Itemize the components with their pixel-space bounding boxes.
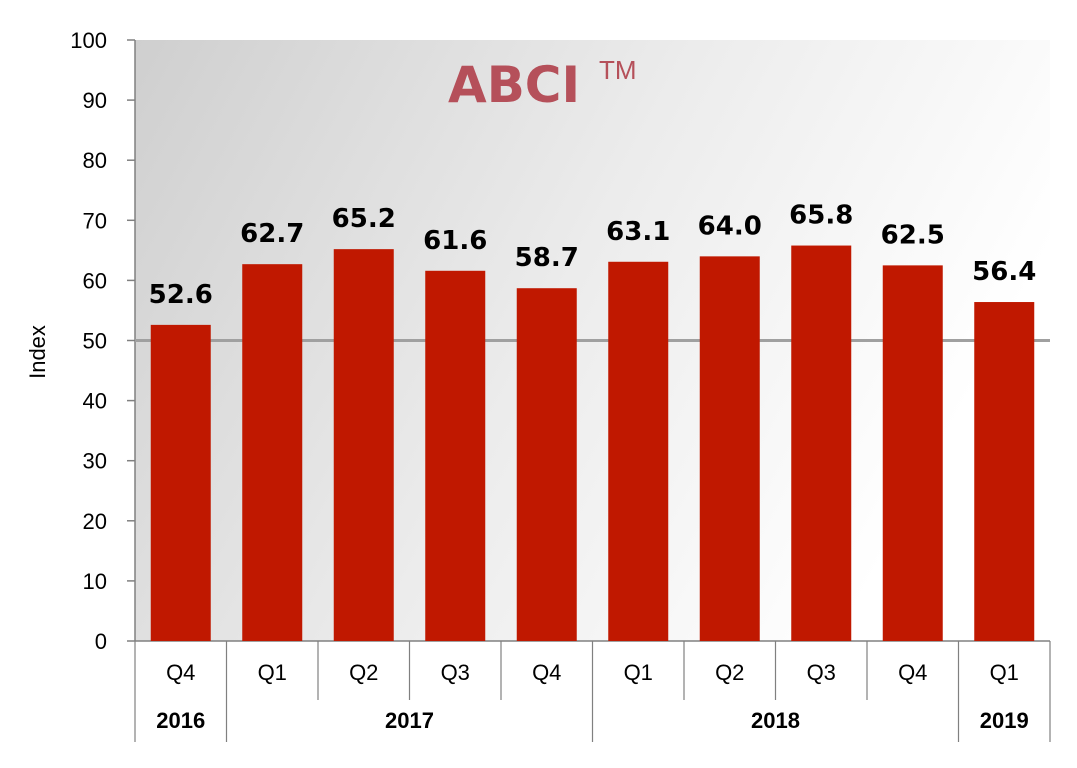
bar — [608, 261, 669, 641]
y-tick-label: 0 — [95, 629, 107, 654]
data-label: 52.6 — [149, 280, 213, 310]
year-label: 2017 — [385, 708, 434, 733]
y-tick-label: 50 — [83, 329, 107, 354]
data-label: 56.4 — [972, 257, 1036, 287]
year-label: 2018 — [751, 708, 800, 733]
category-label: Q3 — [807, 660, 836, 685]
data-label: 62.5 — [881, 220, 945, 250]
bar — [974, 302, 1035, 641]
y-tick-label: 100 — [70, 28, 107, 53]
y-tick-label: 10 — [83, 569, 107, 594]
y-tick-label: 80 — [83, 148, 107, 173]
year-label: 2016 — [156, 708, 205, 733]
category-label: Q1 — [258, 660, 287, 685]
category-label: Q1 — [624, 660, 653, 685]
data-label: 63.1 — [606, 217, 670, 247]
bar — [882, 265, 943, 641]
bar — [516, 288, 577, 641]
category-axis: Q4 Q1 Q2 Q3 Q4 Q1 Q2 Q3 Q4 Q1 2016 2017 2018 2019 — [134, 641, 1051, 742]
year-label: 2019 — [980, 708, 1029, 733]
data-label: 64.0 — [698, 211, 762, 241]
category-label: Q1 — [990, 660, 1019, 685]
y-tick-label: 20 — [83, 509, 107, 534]
y-axis-label: Index — [25, 325, 50, 379]
data-label: 58.7 — [515, 243, 579, 273]
chart-title: ABCI — [448, 56, 580, 114]
y-tick-label: 40 — [83, 389, 107, 414]
category-label: Q2 — [715, 660, 744, 685]
bars — [150, 245, 1035, 642]
y-tick-label: 70 — [83, 208, 107, 233]
data-label: 62.7 — [240, 219, 304, 249]
data-label: 61.6 — [423, 226, 487, 256]
bar — [242, 264, 303, 641]
category-label: Q4 — [532, 660, 561, 685]
category-label: Q4 — [166, 660, 195, 685]
category-label: Q3 — [441, 660, 470, 685]
y-tick-label: 60 — [83, 268, 107, 293]
data-labels: 52.6 62.7 65.2 61.6 58.7 63.1 64.0 65.8 62.5 56.4 — [149, 201, 1037, 310]
category-label: Q2 — [349, 660, 378, 685]
data-label: 65.2 — [332, 204, 396, 234]
data-label: 65.8 — [789, 201, 853, 231]
bar — [699, 256, 760, 641]
bar — [425, 270, 486, 641]
y-tick-label: 90 — [83, 88, 107, 113]
category-label: Q4 — [898, 660, 927, 685]
chart-title-trademark: TM — [599, 55, 637, 85]
bar — [333, 249, 394, 641]
bar — [150, 324, 211, 641]
y-tick-label: 30 — [83, 449, 107, 474]
bar — [791, 245, 852, 642]
